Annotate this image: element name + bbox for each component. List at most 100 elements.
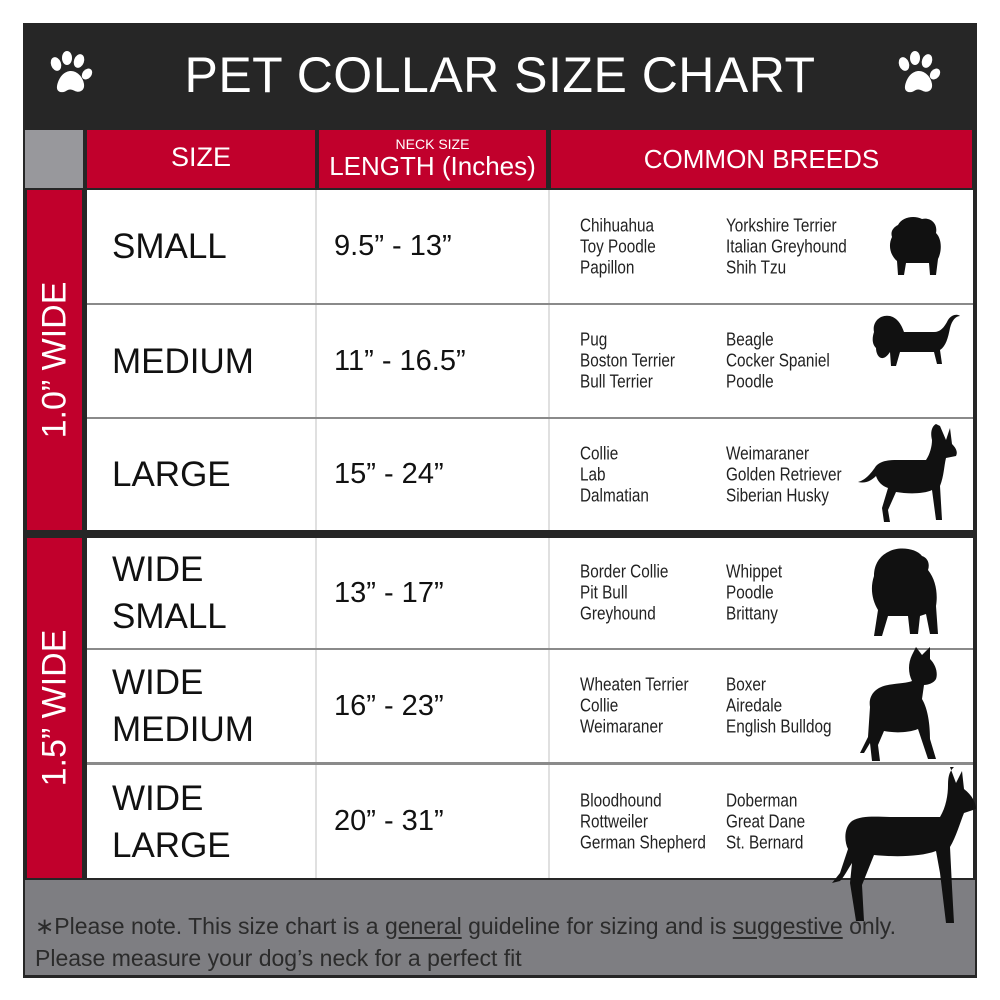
size-label: SMALL xyxy=(87,190,317,303)
header-length: NECK SIZE LENGTH (Inches) xyxy=(319,130,546,188)
table-row: SMALL 9.5” - 13” Chihuahua Toy Poodle Papill… xyxy=(87,190,973,303)
breed-name: Collie xyxy=(580,443,619,463)
table-row: WIDE SMALL 13” - 17” Border Collie Pit Bull… xyxy=(87,538,973,648)
neck-length: 9.5” - 13” xyxy=(317,190,550,303)
size-label: WIDE LARGE xyxy=(87,765,317,878)
size-text: WIDE LARGE xyxy=(112,778,231,865)
table-row: WIDE LARGE 20” - 31” Bloodhound Rottweiler G… xyxy=(87,765,973,878)
breed-name: Bull Terrier xyxy=(580,371,653,392)
breed-name: Border Collie xyxy=(580,561,669,582)
breed-column: Weimaraner Golden Retriever Siberian Husky xyxy=(726,443,862,506)
neck-length: 16” - 23” xyxy=(317,650,550,762)
size-label: WIDE MEDIUM xyxy=(87,650,317,762)
doberman-silhouette-icon xyxy=(832,767,976,923)
breed-name: Papillon xyxy=(580,257,635,277)
breed-name: Pug xyxy=(580,329,608,350)
breed-name: Boxer xyxy=(726,674,766,695)
breed-name: Collie xyxy=(580,695,619,716)
breed-name: Greyhound xyxy=(580,603,656,624)
breed-name: Brittany xyxy=(726,603,778,624)
breed-name: Airedale xyxy=(726,695,783,716)
group-label-text: 1.0” WIDE xyxy=(35,281,73,439)
large-dog-silhouette-icon xyxy=(858,424,957,522)
note-text: ∗Please note. This size chart is a xyxy=(35,913,385,939)
bulldog-silhouette-icon xyxy=(871,548,938,636)
row-divider xyxy=(87,648,973,651)
row-divider xyxy=(87,303,973,306)
breed-name: Toy Poodle xyxy=(580,236,656,256)
breed-list: Pug Boston Terrier Bull Terrier Beagle Cocke… xyxy=(550,305,973,417)
size-text: WIDE SMALL xyxy=(112,550,227,636)
pitbull-silhouette-icon xyxy=(860,647,937,761)
breed-name: Bloodhound xyxy=(580,790,662,810)
breed-name: Poodle xyxy=(726,371,774,392)
size-label: MEDIUM xyxy=(87,305,317,417)
breed-list: Bloodhound Rottweiler German Shepherd Dober… xyxy=(550,765,973,878)
note-text: guideline for sizing and is xyxy=(461,913,733,939)
breed-name: Lab xyxy=(580,464,606,484)
breed-name: Beagle xyxy=(726,329,774,350)
breed-column: Collie Lab Dalmatian xyxy=(580,443,661,506)
header-length-label: LENGTH (Inches) xyxy=(329,151,536,181)
breed-name: Siberian Husky xyxy=(726,485,829,505)
breed-name: Italian Greyhound xyxy=(726,236,847,256)
breed-column: Whippet Poodle Brittany xyxy=(726,562,792,625)
breed-column: Bloodhound Rottweiler German Shepherd xyxy=(580,790,728,853)
breed-list: Chihuahua Toy Poodle Papillon Yorkshire Ter… xyxy=(550,190,973,303)
breed-name: Chihuahua xyxy=(580,215,655,235)
paw-icon xyxy=(898,51,941,93)
breed-name: Shih Tzu xyxy=(726,257,787,277)
breed-name: Weimaraner xyxy=(726,443,810,463)
breed-name: English Bulldog xyxy=(726,716,832,737)
group-label-1-0-wide: 1.0” WIDE xyxy=(27,190,82,530)
table-row: WIDE MEDIUM 16” - 23” Wheaten Terrier Colli… xyxy=(87,650,973,762)
breed-column: Doberman Great Dane St. Bernard xyxy=(726,790,819,853)
breed-name: Whippet xyxy=(726,561,783,582)
page-title: PET COLLAR SIZE CHART xyxy=(23,23,977,128)
neck-length: 20” - 31” xyxy=(317,765,550,878)
header-breeds: COMMON BREEDS xyxy=(551,130,972,188)
breed-name: Wheaten Terrier xyxy=(580,674,689,695)
breed-name: Cocker Spaniel xyxy=(726,350,830,371)
header-corner xyxy=(25,130,83,188)
table-row: LARGE 15” - 24” Collie Lab Dalmatian Weimaran… xyxy=(87,419,973,530)
header-neck-size: NECK SIZE xyxy=(395,136,470,152)
footer-note: ∗Please note. This size chart is a gener… xyxy=(25,880,975,975)
breed-list: Border Collie Pit Bull Greyhound Whippet Poo… xyxy=(550,538,973,648)
breed-list: Collie Lab Dalmatian Weimaraner Golden Retri… xyxy=(550,419,973,530)
breed-column: Yorkshire Terrier Italian Greyhound Shih T… xyxy=(726,215,868,278)
breed-name: Pit Bull xyxy=(580,582,628,603)
size-label: WIDE SMALL xyxy=(87,538,317,648)
neck-length: 13” - 17” xyxy=(317,538,550,648)
breed-column: Border Collie Pit Bull Greyhound xyxy=(580,562,684,625)
note-emphasis-suggestive: suggestive xyxy=(732,913,843,939)
small-dog-silhouette-icon xyxy=(889,217,941,275)
breed-name: Boston Terrier xyxy=(580,350,675,371)
breed-name: Poodle xyxy=(726,582,774,603)
breed-name: St. Bernard xyxy=(726,832,804,852)
breed-column: Beagle Cocker Spaniel Poodle xyxy=(726,330,848,393)
row-divider xyxy=(87,417,973,420)
note-emphasis-general: general xyxy=(384,913,462,939)
medium-dog-silhouette-icon xyxy=(872,314,960,366)
breed-column: Wheaten Terrier Collie Weimaraner xyxy=(580,675,708,738)
breed-name: Golden Retriever xyxy=(726,464,842,484)
breed-name: Rottweiler xyxy=(580,811,649,831)
breed-column: Chihuahua Toy Poodle Papillon xyxy=(580,215,669,278)
breed-list: Wheaten Terrier Collie Weimaraner Boxer Aire… xyxy=(550,650,973,762)
row-divider xyxy=(87,762,973,765)
breed-name: Yorkshire Terrier xyxy=(726,215,837,235)
breed-name: Doberman xyxy=(726,790,798,810)
group-label-text: 1.5” WIDE xyxy=(35,629,73,787)
neck-length: 15” - 24” xyxy=(317,419,550,530)
size-label: LARGE xyxy=(87,419,317,530)
note-line-2: Please measure your dog’s neck for a per… xyxy=(35,945,522,971)
breed-name: Great Dane xyxy=(726,811,806,831)
size-text: WIDE MEDIUM xyxy=(112,663,254,749)
breed-column: Boxer Airedale English Bulldog xyxy=(726,675,850,738)
paw-icon xyxy=(50,51,93,93)
breed-name: German Shepherd xyxy=(580,832,706,852)
neck-length: 11” - 16.5” xyxy=(317,305,550,417)
header-size: SIZE xyxy=(87,130,315,188)
table-row: MEDIUM 11” - 16.5” Pug Boston Terrier Bull T… xyxy=(87,305,973,417)
